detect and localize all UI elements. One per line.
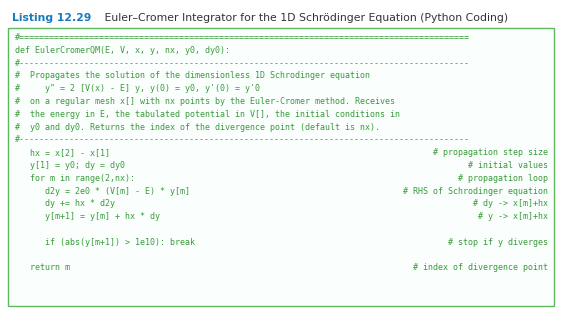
Text: for m in range(2,nx):: for m in range(2,nx): — [15, 174, 135, 183]
Text: # stop if y diverges: # stop if y diverges — [448, 238, 548, 247]
Text: #===============================================================================: #=======================================… — [15, 33, 470, 42]
Text: # dy -> x[m]+hx: # dy -> x[m]+hx — [473, 199, 548, 208]
Text: #     y" = 2 [V(x) - E] y, y(0) = y0, y'(0) = y'0: # y" = 2 [V(x) - E] y, y(0) = y0, y'(0) … — [15, 84, 260, 93]
Text: def EulerCromerQM(E, V, x, y, nx, y0, dy0):: def EulerCromerQM(E, V, x, y, nx, y0, dy… — [15, 46, 230, 55]
Text: #  Propagates the solution of the dimensionless 1D Schrodinger equation: # Propagates the solution of the dimensi… — [15, 71, 370, 80]
Text: # propagation step size: # propagation step size — [433, 148, 548, 157]
FancyBboxPatch shape — [8, 28, 554, 306]
Text: return m: return m — [15, 263, 70, 272]
Text: #  on a regular mesh x[] with nx points by the Euler-Cromer method. Receives: # on a regular mesh x[] with nx points b… — [15, 97, 395, 106]
Text: #  the energy in E, the tabulated potential in V[], the initial conditions in: # the energy in E, the tabulated potenti… — [15, 110, 400, 119]
Text: if (abs(y[m+1]) > 1e10): break: if (abs(y[m+1]) > 1e10): break — [15, 238, 195, 247]
Text: #-------------------------------------------------------------------------------: #---------------------------------------… — [15, 135, 470, 144]
Text: hx = x[2] - x[1]: hx = x[2] - x[1] — [15, 148, 110, 157]
Text: # propagation loop: # propagation loop — [458, 174, 548, 183]
Text: # initial values: # initial values — [468, 161, 548, 170]
Text: d2y = 2e0 * (V[m] - E) * y[m]: d2y = 2e0 * (V[m] - E) * y[m] — [15, 187, 190, 196]
Text: # index of divergence point: # index of divergence point — [413, 263, 548, 272]
Text: y[m+1] = y[m] + hx * dy: y[m+1] = y[m] + hx * dy — [15, 212, 160, 221]
Text: Listing 12.29: Listing 12.29 — [12, 13, 92, 23]
Text: # y -> x[m]+hx: # y -> x[m]+hx — [478, 212, 548, 221]
Text: dy += hx * d2y: dy += hx * d2y — [15, 199, 115, 208]
Text: #-------------------------------------------------------------------------------: #---------------------------------------… — [15, 59, 470, 68]
Text: Euler–Cromer Integrator for the 1D Schrödinger Equation (Python Coding): Euler–Cromer Integrator for the 1D Schrö… — [94, 13, 508, 23]
Text: #  y0 and dy0. Returns the index of the divergence point (default is nx).: # y0 and dy0. Returns the index of the d… — [15, 123, 380, 132]
Text: # RHS of Schrodinger equation: # RHS of Schrodinger equation — [403, 187, 548, 196]
Text: y[1] = y0; dy = dy0: y[1] = y0; dy = dy0 — [15, 161, 125, 170]
